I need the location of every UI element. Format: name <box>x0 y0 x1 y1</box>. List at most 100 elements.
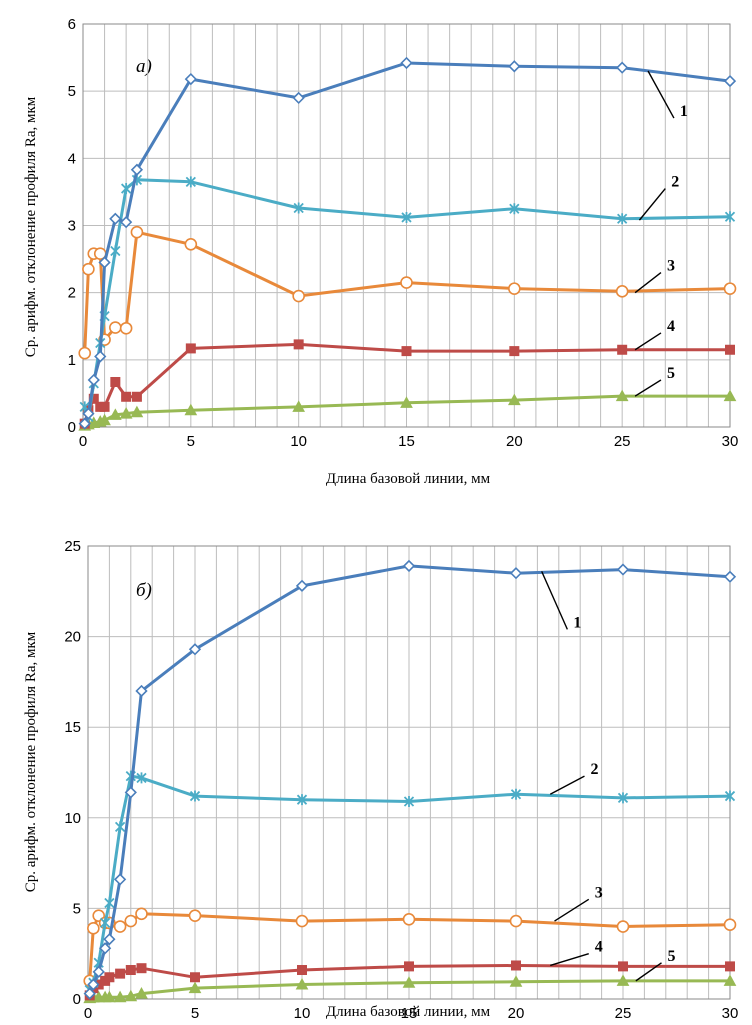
chart-a-series-3-point <box>78 346 92 360</box>
chart-b-xtick-label: 15 <box>401 1005 418 1022</box>
chart-a-xtick-label: 10 <box>290 433 307 450</box>
chart-a-series-5-point <box>723 389 737 402</box>
chart-b-xtick-label: 10 <box>294 1005 311 1022</box>
chart-b-series-1-point <box>135 684 148 698</box>
chart-a-series-4 <box>79 339 735 429</box>
chart-b-series-label-2: 2 <box>590 761 598 778</box>
chart-a-xtick-label: 25 <box>614 433 631 450</box>
chart-a-series-2-point <box>401 211 412 223</box>
chart-a-series-3 <box>78 225 737 360</box>
chart-a-leader-4 <box>634 332 662 351</box>
chart-a-ytick-label: 5 <box>68 83 76 100</box>
chart-b-series-3-point <box>295 914 309 928</box>
chart-b-xlabel: Длина базовой линии, мм <box>326 1004 491 1020</box>
chart-a-series-5-point <box>400 396 413 408</box>
chart-b-xtick-label: 30 <box>722 1005 739 1022</box>
chart-a-series-1-point <box>78 417 91 430</box>
chart-b-series-4-point <box>136 963 147 974</box>
chart-a-xtick-label: 15 <box>398 433 415 450</box>
chart-b-series-5-point <box>188 981 202 994</box>
chart-a-series-3-point <box>292 289 305 303</box>
chart-a-series-5-point <box>292 400 306 412</box>
chart-a-series-label-2: 2 <box>671 174 679 191</box>
chart-a-series-4-point <box>401 346 412 357</box>
chart-panel-a: Ср. арифм. отклонение профиля Ra, мкм Дл… <box>0 0 752 500</box>
chart-a-series-4-point <box>617 344 628 355</box>
chart-b-series-2-point <box>403 795 415 807</box>
chart-a-series-label-4: 4 <box>667 318 675 335</box>
chart-a-series-5-point <box>184 403 198 416</box>
chart-a-series-5 <box>78 389 737 431</box>
chart-a-series-1-point <box>109 212 122 225</box>
chart-a-series-2-point <box>617 213 628 225</box>
chart-b-series-1-line <box>88 564 731 995</box>
chart-b-series-3-point <box>135 907 148 921</box>
chart-b-series-1-point <box>509 567 523 580</box>
chart-a-series-3-point <box>109 321 122 334</box>
chart-b-series-5-point <box>723 974 737 986</box>
chart-a-xtick-label: 5 <box>187 433 195 450</box>
chart-a-xlabel: Длина базовой линии, мм <box>326 471 491 487</box>
chart-a-series-3-point <box>119 321 133 335</box>
chart-a-series-5-point <box>98 413 111 426</box>
chart-a-ylabel: Ср. арифм. отклонение профиля Ra, мкм <box>23 96 39 357</box>
chart-b-series-3-point <box>87 922 100 935</box>
chart-a-series-4-point <box>121 391 132 402</box>
chart-a-series-1-point <box>616 61 629 74</box>
chart-a-series-2-point <box>293 202 304 214</box>
chart-a-series-1-point <box>184 72 197 86</box>
chart-b-series-2-point <box>136 772 147 784</box>
chart-a-series-label-5: 5 <box>667 365 675 382</box>
chart-a-series-1 <box>78 56 737 430</box>
chart-a-xtick-label: 0 <box>79 433 87 450</box>
chart-a-leader-2 <box>638 188 666 221</box>
chart-b-series-3-point <box>188 909 202 922</box>
chart-b-series-4-point <box>511 960 521 971</box>
chart-a-series-1-point <box>98 256 111 269</box>
chart-b-series-2-point <box>104 897 115 909</box>
chart-b-panel-label: б) <box>136 580 152 601</box>
chart-b-leader-5 <box>635 962 662 982</box>
chart-b-leader-3 <box>554 898 590 922</box>
chart-b-series-3-point <box>509 914 523 928</box>
chart-a-series-1-point <box>130 163 144 176</box>
chart-b-series-2-point <box>189 790 201 802</box>
chart-a-leader-3 <box>634 271 662 294</box>
chart-b-series-1-point <box>92 965 105 978</box>
chart-b-series-4-point <box>115 968 126 979</box>
chart-a-series-1-point <box>400 56 413 70</box>
chart-b-series-2-point <box>510 788 522 800</box>
chart-a-series-4-point <box>509 346 520 357</box>
chart-b-grid <box>87 545 731 1000</box>
chart-a-series-3-point <box>184 238 198 251</box>
chart-b-ylabel: Ср. арифм. отклонение профиля Ra, мкм <box>23 631 39 892</box>
chart-a-series-3-point <box>615 285 629 298</box>
chart-b-series-3-point <box>113 920 127 933</box>
chart-a-ytick-label: 1 <box>68 352 76 369</box>
chart-b-series-1-point <box>87 978 100 991</box>
chart-b-series-4-point <box>404 961 414 972</box>
chart-b-series-1-point <box>616 563 630 576</box>
chart-b-series-5-point <box>103 990 116 1003</box>
chart-a-series-2-point <box>120 183 132 195</box>
chart-b-ytick-label: 5 <box>73 900 81 917</box>
chart-a-series-3-point <box>130 225 144 239</box>
chart-a-series-1-point <box>292 91 305 105</box>
chart-a-frame <box>82 23 731 428</box>
chart-a-xtick-label: 30 <box>722 433 739 450</box>
chart-b-series-3-point <box>124 914 138 928</box>
chart-b-series-1-point <box>98 942 112 955</box>
chart-a-series-5-point <box>119 407 133 419</box>
chart-b-xtick-label: 0 <box>84 1005 92 1022</box>
chart-a-series-5-point <box>130 405 144 418</box>
chart-a-series-1-point <box>120 216 133 229</box>
chart-b-series-label-1: 1 <box>573 614 581 631</box>
chart-a-leader-5 <box>634 379 662 397</box>
chart-a-series-5-point <box>615 389 629 402</box>
chart-b-leader-2 <box>549 775 585 795</box>
chart-b-ytick-label: 25 <box>64 538 81 555</box>
chart-b-series-2-point <box>724 790 736 802</box>
chart-b-series-label-4: 4 <box>595 939 603 956</box>
chart-a-series-5-point <box>507 393 521 406</box>
chart-b-series-3-point <box>723 918 737 932</box>
